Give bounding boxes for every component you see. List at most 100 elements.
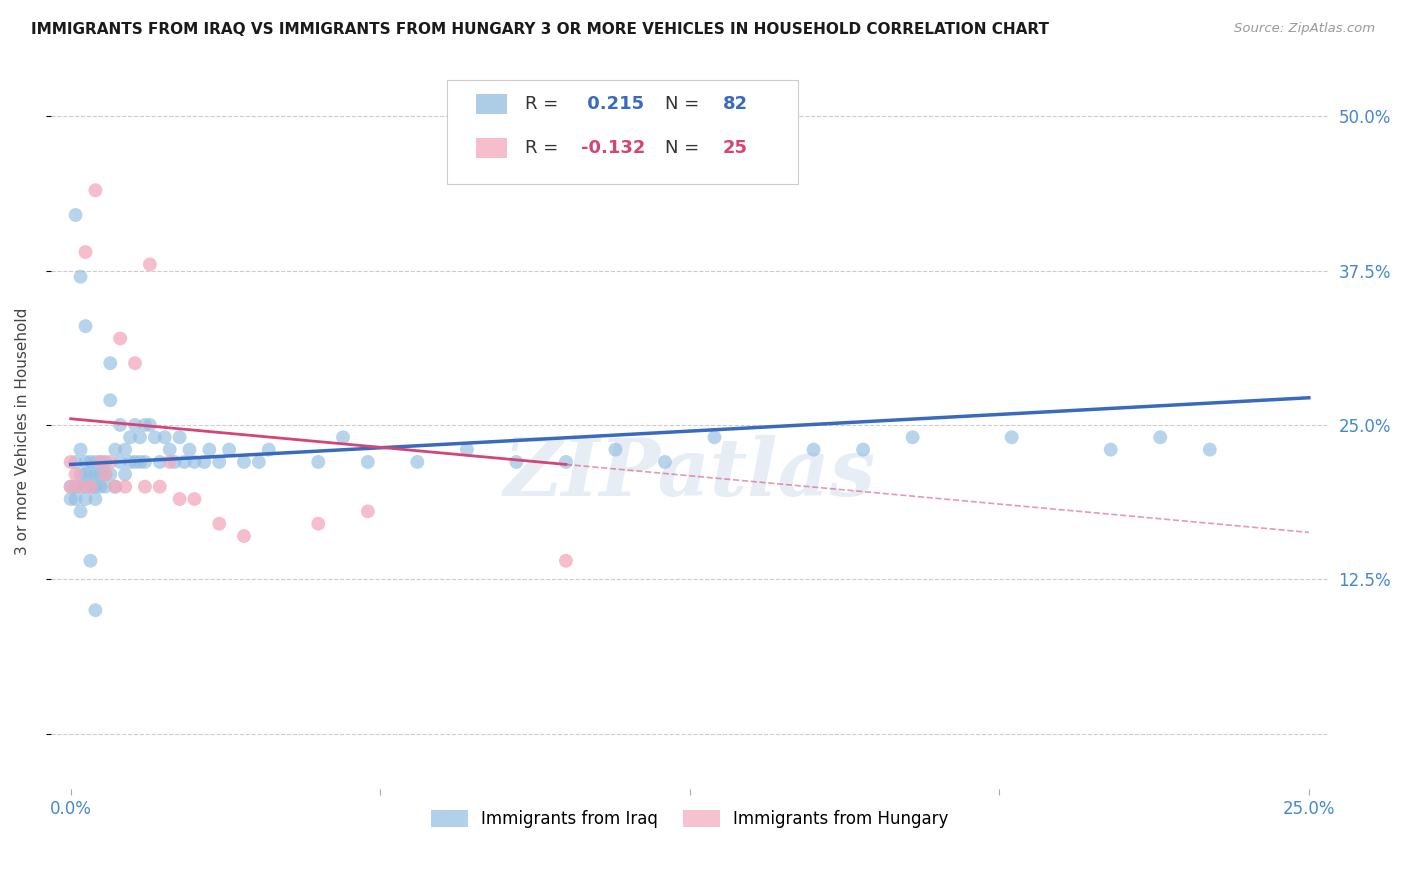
Point <box>75 319 97 334</box>
Point <box>307 455 329 469</box>
Point <box>69 480 91 494</box>
FancyBboxPatch shape <box>477 138 506 158</box>
Point <box>104 480 127 494</box>
Point <box>98 455 121 469</box>
Point <box>218 442 240 457</box>
Point <box>605 442 627 457</box>
Point <box>75 455 97 469</box>
Point <box>108 417 131 432</box>
Point <box>169 491 191 506</box>
Point <box>98 356 121 370</box>
Point <box>79 467 101 482</box>
Point <box>84 603 107 617</box>
Point <box>357 504 380 518</box>
Point <box>124 356 146 370</box>
Point <box>183 491 205 506</box>
Point <box>65 455 87 469</box>
Text: N =: N = <box>665 95 706 112</box>
Point <box>555 455 578 469</box>
Point <box>79 480 101 494</box>
Text: IMMIGRANTS FROM IRAQ VS IMMIGRANTS FROM HUNGARY 3 OR MORE VEHICLES IN HOUSEHOLD : IMMIGRANTS FROM IRAQ VS IMMIGRANTS FROM … <box>31 22 1049 37</box>
Point <box>307 516 329 531</box>
Text: 82: 82 <box>723 95 748 112</box>
Point <box>803 442 825 457</box>
Point <box>65 467 87 482</box>
FancyBboxPatch shape <box>447 80 799 184</box>
Point <box>120 455 142 469</box>
Point <box>69 269 91 284</box>
Point <box>84 491 107 506</box>
Point <box>69 467 91 482</box>
Point <box>183 455 205 469</box>
Point <box>149 455 172 469</box>
Point <box>703 430 725 444</box>
Point <box>357 455 380 469</box>
Point <box>89 467 111 482</box>
Point <box>65 208 87 222</box>
Point <box>555 554 578 568</box>
Point <box>134 417 156 432</box>
Point <box>208 516 231 531</box>
Point <box>124 455 146 469</box>
Point <box>159 442 181 457</box>
Point <box>179 442 201 457</box>
Point <box>108 455 131 469</box>
Point <box>59 480 82 494</box>
Point <box>129 455 152 469</box>
Point <box>59 480 82 494</box>
Point <box>134 480 156 494</box>
Point <box>233 455 256 469</box>
Point <box>65 491 87 506</box>
Point <box>173 455 195 469</box>
Point <box>456 442 478 457</box>
Text: 0.215: 0.215 <box>581 95 644 112</box>
Point <box>143 430 166 444</box>
Point <box>124 417 146 432</box>
Point <box>69 442 91 457</box>
Point <box>129 430 152 444</box>
Point <box>163 455 186 469</box>
Point <box>94 467 117 482</box>
Point <box>79 455 101 469</box>
Point <box>65 480 87 494</box>
Point <box>98 467 121 482</box>
Point <box>114 467 136 482</box>
Point <box>114 442 136 457</box>
Point <box>406 455 429 469</box>
Text: Source: ZipAtlas.com: Source: ZipAtlas.com <box>1234 22 1375 36</box>
Point <box>84 455 107 469</box>
Point <box>84 467 107 482</box>
Point <box>139 257 162 271</box>
FancyBboxPatch shape <box>477 94 506 114</box>
Point <box>108 331 131 345</box>
Point <box>79 554 101 568</box>
Point <box>257 442 280 457</box>
Point <box>139 417 162 432</box>
Point <box>98 393 121 408</box>
Point <box>198 442 221 457</box>
Point <box>59 491 82 506</box>
Legend: Immigrants from Iraq, Immigrants from Hungary: Immigrants from Iraq, Immigrants from Hu… <box>425 803 955 835</box>
Point <box>208 455 231 469</box>
Point <box>134 455 156 469</box>
Point <box>104 480 127 494</box>
Point <box>89 455 111 469</box>
Point <box>233 529 256 543</box>
Point <box>94 455 117 469</box>
Point <box>79 480 101 494</box>
Point <box>104 442 127 457</box>
Text: -0.132: -0.132 <box>581 139 645 157</box>
Point <box>94 480 117 494</box>
Point <box>159 455 181 469</box>
Text: N =: N = <box>665 139 706 157</box>
Y-axis label: 3 or more Vehicles in Household: 3 or more Vehicles in Household <box>15 308 30 555</box>
Point <box>94 467 117 482</box>
Point <box>153 430 176 444</box>
Point <box>1099 442 1122 457</box>
Point <box>901 430 924 444</box>
Point <box>75 480 97 494</box>
Point <box>59 455 82 469</box>
Point <box>654 455 676 469</box>
Point <box>852 442 875 457</box>
Point <box>75 467 97 482</box>
